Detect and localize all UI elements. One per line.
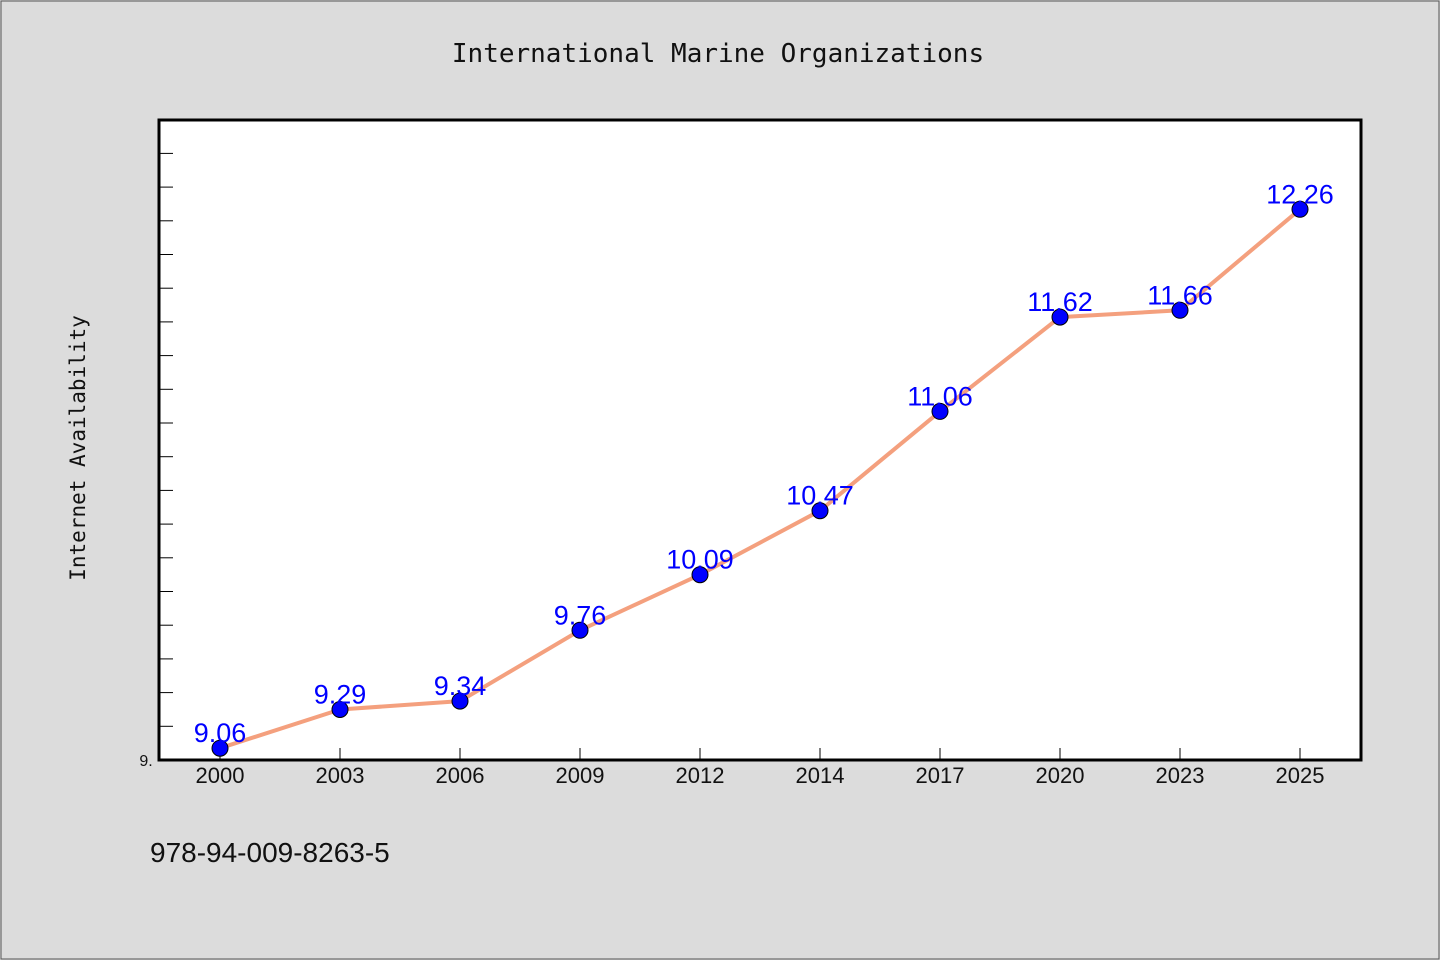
data-label: 9.76 [554,600,607,630]
data-label: 11.06 [907,381,973,411]
chart-title: International Marine Organizations [452,39,984,69]
data-point [451,692,469,710]
x-tick-label: 2025 [1276,763,1325,788]
x-tick-label: 2000 [196,763,245,788]
x-tick-label: 2023 [1156,763,1205,788]
x-tick-label: 2017 [916,763,965,788]
data-label: 9.29 [314,680,367,710]
data-point [931,402,949,420]
data-point [691,566,709,584]
x-tick-label: 2014 [796,763,845,788]
data-label: 10.09 [666,545,734,575]
plot-frame [157,118,1363,762]
data-point [811,502,829,520]
data-point [1291,200,1309,218]
x-tick-label: 2003 [316,763,365,788]
series-line [219,207,1302,751]
data-point [331,701,349,718]
data-point [1171,301,1189,319]
data-point [1051,308,1069,326]
data-point [211,739,229,757]
x-tick-label: 2012 [676,763,725,788]
data-label: 9.34 [434,671,487,701]
plot-area [159,120,1361,760]
y-axis-label: Internet Availability [66,315,90,581]
y-tick-label: 9. [139,753,152,770]
data-point [571,621,589,639]
series-line-group: 9.06 9.29 9.34 9.76 10.09 10.47 11.06 11.62 11.6… [194,179,1334,757]
data-label: 11.62 [1027,287,1093,317]
data-label: 12.26 [1266,179,1334,209]
data-label: 10.47 [786,481,854,511]
x-tick-label: 2006 [436,763,485,788]
data-label: 9.06 [194,718,247,748]
data-label: 11.66 [1147,280,1213,310]
footer-isbn: 978-94-009-8263-5 [150,837,390,868]
x-tick-label: 2009 [556,763,605,788]
y-axis-ticks [159,152,173,727]
x-tick-label: 2020 [1036,763,1085,788]
